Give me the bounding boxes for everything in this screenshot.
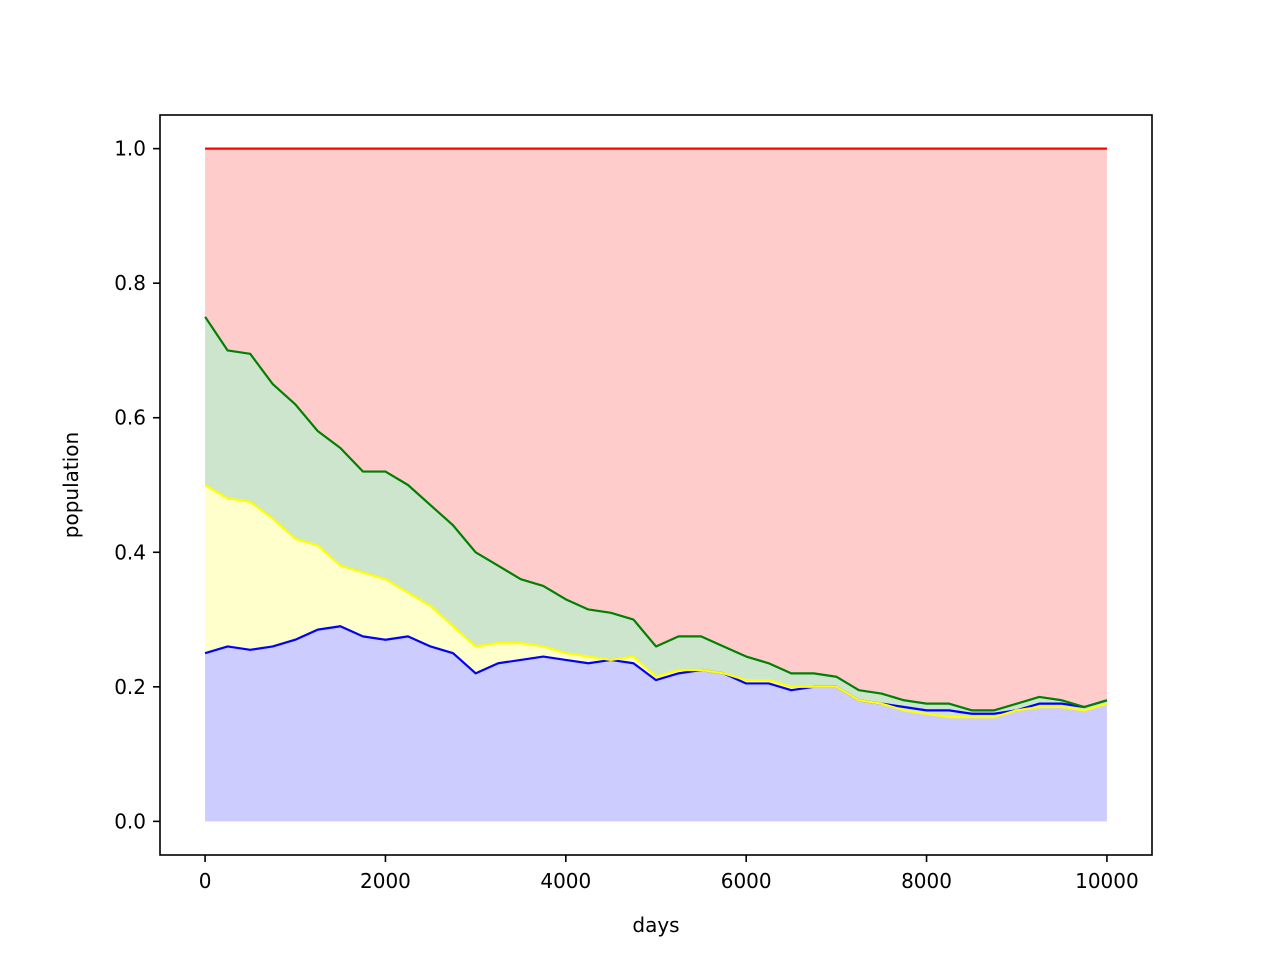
area-fills [205,148,1107,822]
area-fill-blue [205,626,1107,822]
x-tick-label: 2000 [360,869,411,893]
y-tick-label: 0.4 [114,540,146,564]
series-line-blue [204,625,1108,715]
y-tick-label: 0.2 [114,675,146,699]
x-tick-label: 4000 [540,869,591,893]
plot-frame [159,114,1153,856]
y-tick-label: 0.6 [114,406,146,430]
y-tick-label: 0.0 [114,809,146,833]
area-fill-green [205,316,1107,718]
series-lines [204,147,1108,719]
y-tick-label: 0.8 [114,271,146,295]
x-tick-label: 8000 [901,869,952,893]
area-fill-red [205,148,1107,711]
y-axis-label: population [59,432,83,538]
x-axis-label: days [632,913,679,937]
series-line-yellow [204,484,1108,719]
x-tick-label: 10000 [1075,869,1139,893]
x-tick-label: 6000 [721,869,772,893]
series-line-green [204,316,1108,712]
y-axis-ticks: 0.0 0.2 0.4 0.6 0.8 1.0 [114,137,160,833]
area-fill-yellow [205,485,1107,718]
y-tick-label: 1.0 [114,137,146,161]
x-axis-ticks: 0 2000 4000 6000 8000 10000 [199,855,1139,893]
x-tick-label: 0 [199,869,212,893]
